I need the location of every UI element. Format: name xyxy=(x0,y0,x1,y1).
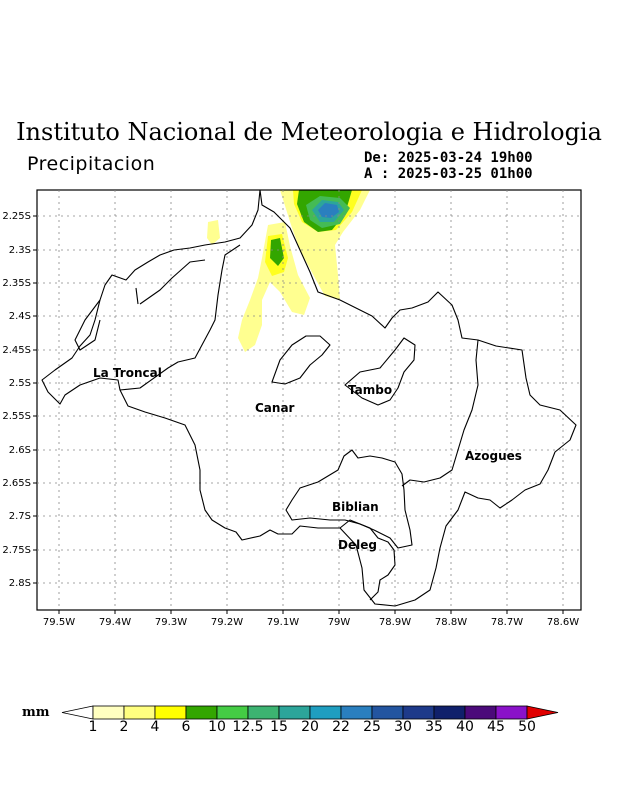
lon-label: 78.9W xyxy=(379,617,411,628)
colorbar-label: 22 xyxy=(332,719,350,735)
date-from: De: 2025-03-24 19h00 xyxy=(364,150,533,166)
lat-label: 2.8S xyxy=(9,578,31,589)
lat-label: 2.55S xyxy=(2,411,31,422)
lon-label: 78.7W xyxy=(491,617,523,628)
lat-label: 2.75S xyxy=(2,545,31,556)
colorbar-swatch xyxy=(123,705,156,720)
lon-label: 79.2W xyxy=(211,617,243,628)
canton-boundaries xyxy=(41,189,577,607)
colorbar-label: 4 xyxy=(150,719,160,735)
lat-label: 2.4S xyxy=(9,311,31,322)
lat-label: 2.7S xyxy=(9,511,31,522)
map-frame xyxy=(36,189,582,611)
lat-label: 2.3S xyxy=(9,245,31,256)
colorbar-swatch xyxy=(185,705,218,720)
place-label-tambo: Tambo xyxy=(348,383,392,397)
place-label-biblian: Biblian xyxy=(332,500,379,514)
colorbar-unit-label: mm xyxy=(22,705,50,720)
colorbar-swatch xyxy=(340,705,373,720)
colorbar-swatch xyxy=(247,705,280,720)
colorbar-underflow-triangle xyxy=(61,705,94,720)
tambo-boundary xyxy=(344,337,416,406)
colorbar-label: 2 xyxy=(119,719,129,735)
place-label-deleg: Deleg xyxy=(338,538,377,552)
island-lake xyxy=(271,335,331,385)
biblian-boundary xyxy=(285,449,413,549)
page-title: Instituto Nacional de Meteorologia e Hid… xyxy=(16,118,602,146)
lon-label: 79W xyxy=(328,617,351,628)
lon-label: 78.8W xyxy=(435,617,467,628)
colorbar-swatch xyxy=(371,705,404,720)
colorbar-label: 10 xyxy=(208,719,226,735)
azogues-west-boundary xyxy=(401,339,479,487)
colorbar-swatch xyxy=(278,705,311,720)
colorbar-label: 20 xyxy=(301,719,319,735)
lat-label: 2.35S xyxy=(2,278,31,289)
colorbar-swatch xyxy=(433,705,466,720)
lon-label: 79.3W xyxy=(155,617,187,628)
precip-cell-small xyxy=(270,238,284,266)
lat-label: 2.6S xyxy=(9,445,31,456)
colorbar-overflow-triangle xyxy=(526,705,559,720)
colorbar-swatch xyxy=(464,705,497,720)
map-grid xyxy=(37,190,581,610)
lon-label: 79.1W xyxy=(267,617,299,628)
colorbar-label: 40 xyxy=(456,719,474,735)
colorbar-label: 30 xyxy=(394,719,412,735)
province-outline xyxy=(41,189,577,607)
precipitation-field xyxy=(207,190,370,352)
lon-label: 79.4W xyxy=(99,617,131,628)
deleg-boundary xyxy=(339,519,396,601)
lon-label: 79.5W xyxy=(43,617,75,628)
colorbar-label: 45 xyxy=(487,719,505,735)
product-subtitle: Precipitacion xyxy=(27,153,156,175)
colorbar-label: 12.5 xyxy=(232,719,264,735)
colorbar-swatch xyxy=(495,705,528,720)
lat-label: 2.25S xyxy=(2,211,31,222)
colorbar-label: 1 xyxy=(88,719,98,735)
colorbar-label: 50 xyxy=(518,719,536,735)
place-label-azogues: Azogues xyxy=(465,449,522,463)
lat-label: 2.45S xyxy=(2,345,31,356)
colorbar-swatch xyxy=(92,705,125,720)
colorbar-label: 25 xyxy=(363,719,381,735)
colorbar-swatch xyxy=(216,705,249,720)
colorbar-label: 15 xyxy=(270,719,288,735)
colorbar-label: 6 xyxy=(181,719,191,735)
place-label-canar: Canar xyxy=(255,401,295,415)
colorbar-swatch xyxy=(309,705,342,720)
place-label-la-troncal: La Troncal xyxy=(93,366,162,380)
colorbar-swatch xyxy=(154,705,187,720)
lat-label: 2.5S xyxy=(9,378,31,389)
colorbar-label: 35 xyxy=(425,719,443,735)
date-to: A : 2025-03-25 01h00 xyxy=(364,166,533,182)
colorbar-swatch xyxy=(402,705,435,720)
lat-label: 2.65S xyxy=(2,478,31,489)
lon-label: 78.6W xyxy=(547,617,579,628)
colorbar xyxy=(61,705,559,720)
la-troncal-boundary xyxy=(119,244,241,391)
